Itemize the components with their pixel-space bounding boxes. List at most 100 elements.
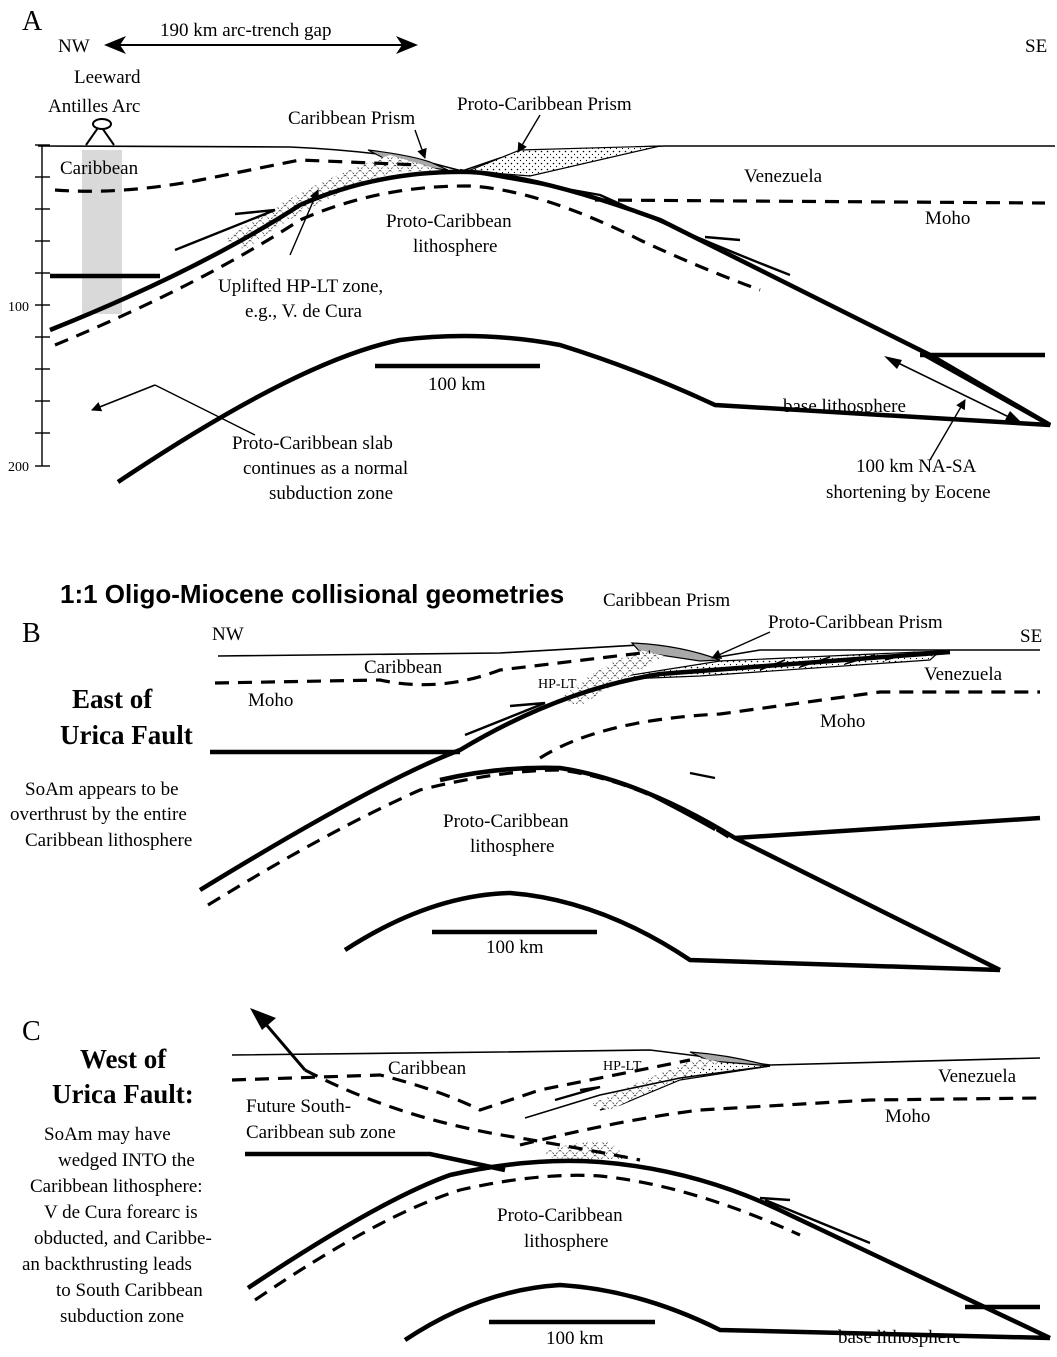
thrust-arrow-right-a	[704, 235, 741, 242]
hplt-label-a-1: Uplifted HP-LT zone,	[218, 276, 383, 297]
proto-arch-b	[439, 765, 1041, 841]
base-litho-label-c: base lithosphere	[838, 1327, 961, 1348]
proto-litho-label-a-1: Proto-Caribbean	[386, 211, 512, 232]
caribbean-moho-a	[54, 158, 421, 193]
slab-label-a-2: continues as a normal	[243, 458, 408, 479]
panel-b-se: SE	[1020, 626, 1042, 647]
section-heading: 1:1 Oligo-Miocene collisional geometries	[60, 579, 564, 609]
hplt-zone-a	[225, 155, 440, 250]
proto-litho-label-b-2: lithosphere	[470, 836, 554, 857]
venezuela-moho-c	[519, 1096, 1041, 1147]
note-c-2: wedged INTO the	[58, 1150, 195, 1171]
slab-continues-arrow-a	[91, 384, 156, 412]
short-label-a-1: 100 km NA-SA	[856, 456, 977, 477]
moho-label-c: Moho	[885, 1106, 930, 1127]
base-litho-label-a: base lithosphere	[783, 396, 906, 417]
slab-label-a-1: Proto-Caribbean slab	[232, 433, 393, 454]
thin-fault-c	[524, 1065, 771, 1119]
note-c-8: subduction zone	[60, 1306, 184, 1327]
caribbean-label-b: Caribbean	[364, 657, 443, 678]
note-b-2: overthrust by the entire	[10, 804, 187, 825]
depth-200: 200	[8, 460, 29, 475]
slab-base-c	[254, 1173, 801, 1302]
thrust-arrow-right-b	[689, 771, 716, 780]
moho-label-a: Moho	[925, 208, 970, 229]
proto-prism-label-a: Proto-Caribbean Prism	[457, 94, 632, 115]
scale-label-a: 100 km	[428, 374, 486, 395]
depth-axis	[35, 144, 50, 467]
panel-a-letter: A	[22, 6, 43, 37]
carib-prism-label-b: Caribbean Prism	[603, 590, 730, 611]
moho-right-label-b: Moho	[820, 711, 865, 732]
gap-label: 190 km arc-trench gap	[160, 20, 331, 41]
note-c-4: V de Cura forearc is	[44, 1202, 198, 1223]
thrust-arrow-left-a	[174, 208, 276, 252]
proto-arch-c	[246, 1158, 1051, 1341]
panel-c: C West of Urica Fault:	[22, 1008, 1051, 1349]
backthrust-fault-c	[304, 1068, 641, 1162]
hplt-label-a-2: e.g., V. de Cura	[245, 301, 363, 322]
proto-litho-label-b-1: Proto-Caribbean	[443, 811, 569, 832]
backthrust-arrowhead-c	[250, 1008, 276, 1030]
proto-prism-pointer-a	[517, 114, 541, 153]
thrust-line-c	[764, 1198, 871, 1245]
shortening-arrow-a	[884, 356, 1023, 424]
arc-trench-gap-arrow	[104, 36, 418, 54]
slab-label-a-3: subduction zone	[269, 483, 393, 504]
hplt-label-c: HP-LT	[603, 1059, 642, 1074]
proto-prism-a	[467, 145, 661, 177]
thrust-arrow-left-b	[464, 701, 546, 737]
note-b-1: SoAm appears to be	[25, 779, 179, 800]
litho-base-left-c	[245, 1151, 506, 1173]
note-b-3: Caribbean lithosphere	[25, 830, 192, 851]
panel-b-nw: NW	[212, 624, 244, 645]
volcano-icon	[85, 118, 115, 146]
slab-pointer-a	[154, 384, 256, 436]
arc-column	[82, 150, 122, 314]
arc-label-2: Antilles Arc	[48, 96, 140, 117]
arc-label-1: Leeward	[74, 67, 141, 88]
slab-top-a	[49, 169, 1052, 427]
hplt-label-b: HP-LT	[538, 677, 577, 692]
venezuela-label-c: Venezuela	[938, 1066, 1017, 1087]
future-label-c-2: Caribbean sub zone	[246, 1122, 396, 1143]
future-label-c-1: Future South-	[246, 1096, 351, 1117]
caribbean-prism-b	[630, 642, 721, 662]
thrust-line-a	[459, 168, 791, 277]
caribbean-moho-b	[214, 650, 651, 687]
venezuela-label-a: Venezuela	[744, 166, 823, 187]
proto-litho-label-a-2: lithosphere	[413, 236, 497, 257]
proto-prism-pointer-b	[711, 631, 771, 659]
thrust-arrow-right-c	[759, 1196, 791, 1202]
note-c-3: Caribbean lithosphere:	[30, 1176, 203, 1197]
shortening-pointer-a	[929, 399, 966, 461]
caribbean-moho-c	[231, 1058, 691, 1112]
panel-a-nw: NW	[58, 36, 90, 57]
lower-arch-c	[403, 1282, 1051, 1342]
surface-line-c	[231, 1049, 1041, 1066]
thrust-line-b	[639, 788, 716, 832]
panel-c-letter: C	[22, 1016, 41, 1047]
proto-litho-label-c-1: Proto-Caribbean	[497, 1205, 623, 1226]
lower-arch-b	[343, 890, 1001, 973]
caribbean-label-a: Caribbean	[60, 158, 139, 179]
side-label-b-1: East of	[72, 684, 153, 714]
moho-left-label-b: Moho	[248, 690, 293, 711]
depth-100: 100	[8, 300, 29, 315]
panel-b: B NW SE Caribbean Prism Proto-Caribbean …	[10, 590, 1042, 973]
arch-descend-b	[733, 835, 1002, 973]
caribbean-prism-a	[367, 149, 449, 171]
scale-label-c: 100 km	[546, 1328, 604, 1349]
note-c-6: an backthrusting leads	[22, 1254, 192, 1275]
short-label-a-2: shortening by Eocene	[826, 482, 991, 503]
hplt-pointer-a	[289, 189, 320, 256]
note-c-1: SoAm may have	[44, 1124, 171, 1145]
side-label-c-2: Urica Fault:	[52, 1079, 194, 1109]
panel-a-se: SE	[1025, 36, 1047, 57]
carib-prism-label-a: Caribbean Prism	[288, 108, 415, 129]
venezuela-label-b: Venezuela	[924, 664, 1003, 685]
panel-b-letter: B	[22, 618, 41, 649]
slab-base-a	[54, 184, 761, 347]
